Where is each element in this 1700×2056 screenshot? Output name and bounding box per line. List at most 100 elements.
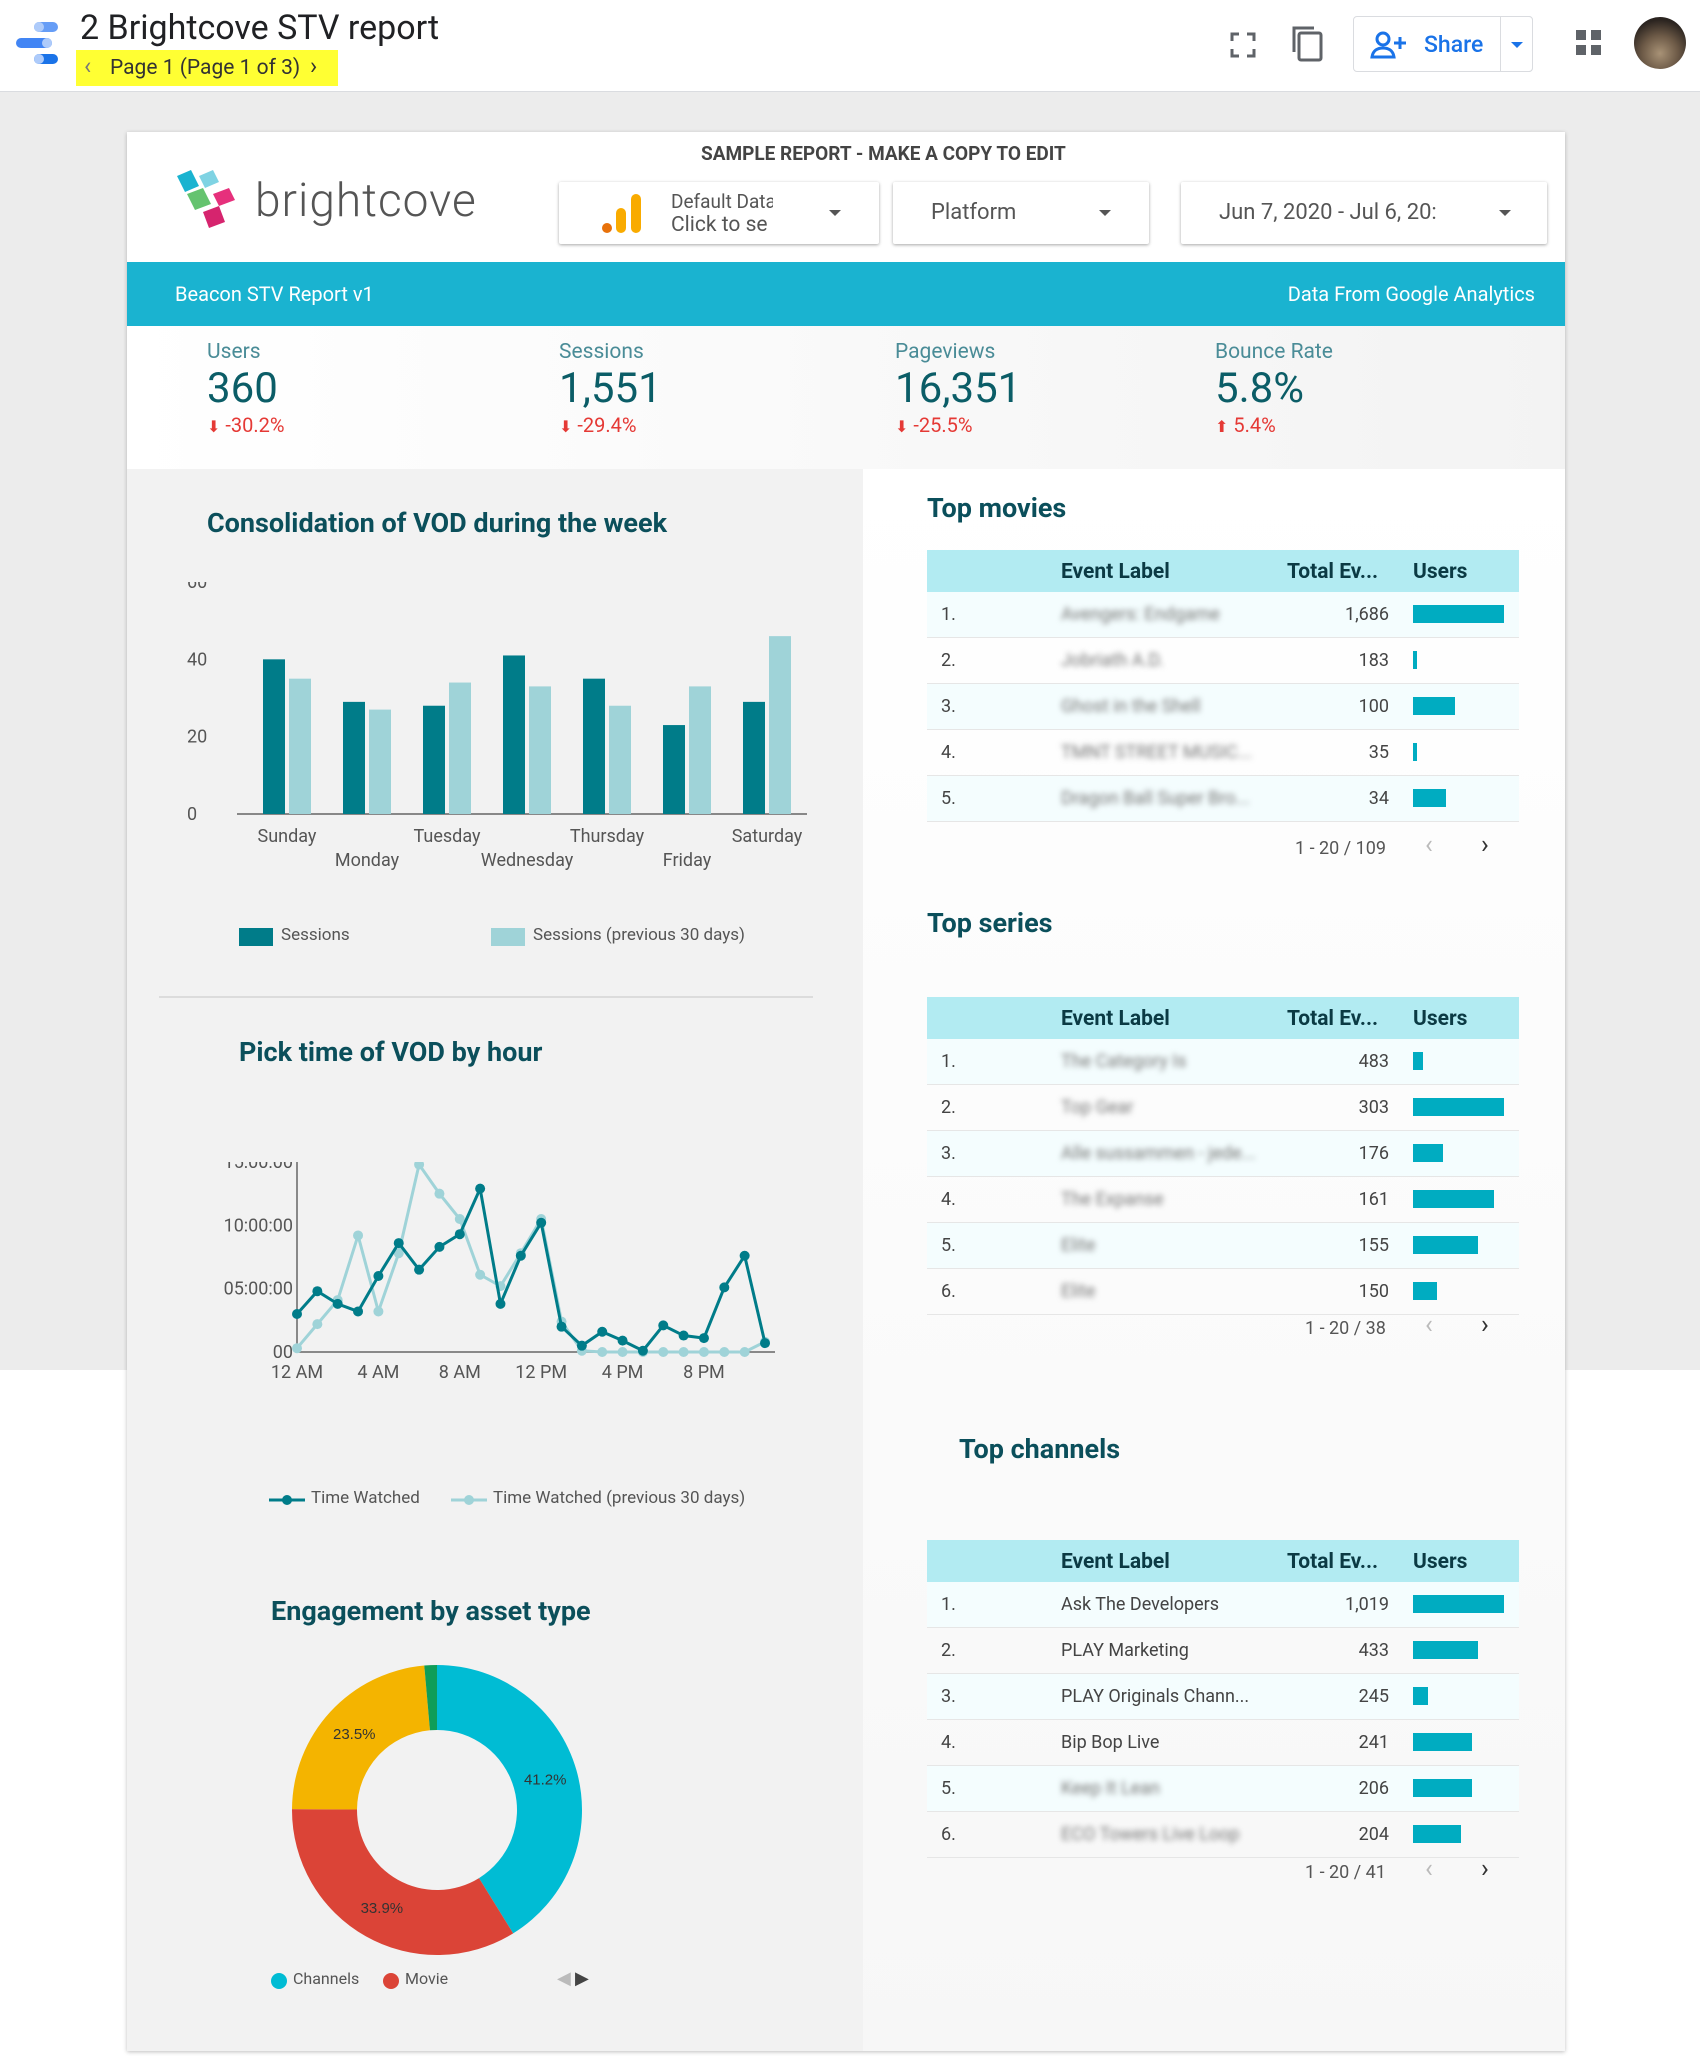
prev-page-icon[interactable]: ‹ — [1425, 830, 1433, 860]
col-users[interactable]: Users — [1413, 1550, 1468, 1574]
apps-grid-icon[interactable] — [1576, 30, 1602, 56]
data-point[interactable] — [332, 1298, 343, 1309]
donut-slice[interactable] — [292, 1809, 514, 1955]
data-point[interactable] — [475, 1269, 486, 1280]
table-row[interactable]: 1. Ask The Developers 1,019 — [927, 1582, 1519, 1628]
table-row[interactable]: 3. Alle sussammen - jede... 176 — [927, 1131, 1519, 1177]
avatar[interactable] — [1634, 17, 1686, 69]
col-users[interactable]: Users — [1413, 1007, 1468, 1031]
copy-report-icon[interactable] — [1290, 24, 1324, 62]
donut-slice[interactable] — [424, 1665, 437, 1731]
donut-slice[interactable] — [437, 1665, 582, 1934]
share-dropdown-button[interactable] — [1500, 16, 1533, 72]
table-row[interactable]: 4. TMNT STREET MUSIC... 35 — [927, 730, 1519, 776]
bar-sessions-previous[interactable] — [769, 636, 791, 814]
bar-sessions[interactable] — [343, 701, 365, 814]
data-point[interactable] — [292, 1343, 302, 1354]
bar-sessions[interactable] — [663, 725, 685, 814]
page-indicator[interactable]: Page 1 (Page 1 of 3) — [110, 56, 301, 80]
data-point[interactable] — [434, 1188, 445, 1199]
data-point[interactable] — [393, 1238, 404, 1249]
data-point[interactable] — [353, 1230, 364, 1241]
next-page-icon[interactable]: › — [1481, 1310, 1489, 1340]
bar-sessions-previous[interactable] — [449, 682, 471, 814]
table-row[interactable]: 6. ECO Towers Live Loop 204 — [927, 1812, 1519, 1858]
table-row[interactable]: 5. Keep It Lean 206 — [927, 1766, 1519, 1812]
data-point[interactable] — [637, 1345, 648, 1356]
data-point[interactable] — [739, 1347, 750, 1357]
data-point[interactable] — [658, 1320, 669, 1331]
platform-filter[interactable]: Platform — [893, 182, 1149, 244]
data-source-control[interactable]: Default Data Click to se — [559, 182, 879, 244]
data-point[interactable] — [414, 1162, 425, 1170]
data-point[interactable] — [434, 1241, 445, 1252]
table-row[interactable]: 2. Top Gear 303 — [927, 1085, 1519, 1131]
data-point[interactable] — [719, 1347, 730, 1357]
bar-sessions[interactable] — [583, 678, 605, 814]
data-point[interactable] — [698, 1347, 709, 1357]
data-point[interactable] — [454, 1229, 465, 1240]
data-point[interactable] — [353, 1306, 364, 1317]
table-row[interactable]: 1. The Category Is 483 — [927, 1039, 1519, 1085]
bar-sessions-previous[interactable] — [369, 709, 391, 814]
data-point[interactable] — [658, 1347, 669, 1357]
bar-sessions[interactable] — [743, 701, 765, 814]
data-point[interactable] — [617, 1335, 628, 1346]
col-event-label[interactable]: Event Label — [1061, 1007, 1170, 1031]
table-row[interactable]: 2. PLAY Marketing 433 — [927, 1628, 1519, 1674]
table-row[interactable]: 4. The Expanse 161 — [927, 1177, 1519, 1223]
data-point[interactable] — [495, 1298, 506, 1309]
table-row[interactable]: 5. Elite 155 — [927, 1223, 1519, 1269]
bar-sessions-previous[interactable] — [689, 686, 711, 814]
data-point[interactable] — [698, 1333, 709, 1344]
bar-sessions[interactable] — [263, 659, 285, 814]
table-row[interactable]: 6. Elite 150 — [927, 1269, 1519, 1315]
next-page-icon[interactable]: › — [1481, 830, 1489, 860]
data-point[interactable] — [312, 1319, 323, 1330]
next-page-button[interactable]: › — [310, 52, 318, 80]
table-row[interactable]: 3. Ghost in the Shell 100 — [927, 684, 1519, 730]
date-range-control[interactable]: Jun 7, 2020 - Jul 6, 20: — [1181, 182, 1547, 244]
prev-page-icon[interactable]: ‹ — [1425, 1310, 1433, 1340]
data-point[interactable] — [393, 1248, 404, 1259]
data-point[interactable] — [576, 1340, 587, 1351]
table-row[interactable]: 1. Avengers: Endgame 1,686 — [927, 592, 1519, 638]
col-event-label[interactable]: Event Label — [1061, 560, 1170, 584]
donut-slice[interactable] — [292, 1665, 430, 1810]
col-users[interactable]: Users — [1413, 560, 1468, 584]
data-point[interactable] — [617, 1347, 628, 1357]
table-row[interactable]: 2. Jobriath A.D. 183 — [927, 638, 1519, 684]
table-row[interactable]: 3. PLAY Originals Chann... 245 — [927, 1674, 1519, 1720]
col-total-events[interactable]: Total Ev... — [1287, 1007, 1379, 1031]
data-point[interactable] — [454, 1214, 465, 1224]
data-point[interactable] — [475, 1183, 486, 1194]
prev-page-icon[interactable]: ‹ — [1425, 1854, 1433, 1884]
report-title[interactable]: 2 Brightcove STV report — [80, 8, 440, 48]
data-point[interactable] — [597, 1326, 608, 1337]
data-point[interactable] — [597, 1347, 608, 1357]
table-row[interactable]: 4. Bip Bop Live 241 — [927, 1720, 1519, 1766]
next-page-icon[interactable]: › — [1481, 1854, 1489, 1884]
data-point[interactable] — [414, 1264, 425, 1275]
data-point[interactable] — [373, 1271, 384, 1281]
data-studio-logo-icon[interactable] — [14, 20, 60, 66]
bar-sessions-previous[interactable] — [289, 678, 311, 814]
legend-prev-icon[interactable]: ◀ — [557, 1968, 571, 1989]
data-point[interactable] — [678, 1347, 689, 1357]
prev-page-button[interactable]: ‹ — [84, 52, 92, 80]
data-point[interactable] — [719, 1282, 730, 1293]
bar-sessions-previous[interactable] — [609, 705, 631, 814]
data-point[interactable] — [536, 1217, 547, 1228]
bar-sessions[interactable] — [503, 655, 525, 814]
data-point[interactable] — [760, 1338, 770, 1349]
bar-sessions-previous[interactable] — [529, 686, 551, 814]
data-point[interactable] — [515, 1250, 526, 1261]
data-point[interactable] — [312, 1286, 323, 1297]
data-point[interactable] — [292, 1309, 302, 1319]
data-point[interactable] — [556, 1321, 567, 1332]
legend-next-icon[interactable]: ▶ — [575, 1968, 589, 1989]
data-point[interactable] — [678, 1330, 689, 1341]
data-point[interactable] — [373, 1306, 384, 1317]
col-total-events[interactable]: Total Ev... — [1287, 560, 1379, 584]
col-total-events[interactable]: Total Ev... — [1287, 1550, 1379, 1574]
